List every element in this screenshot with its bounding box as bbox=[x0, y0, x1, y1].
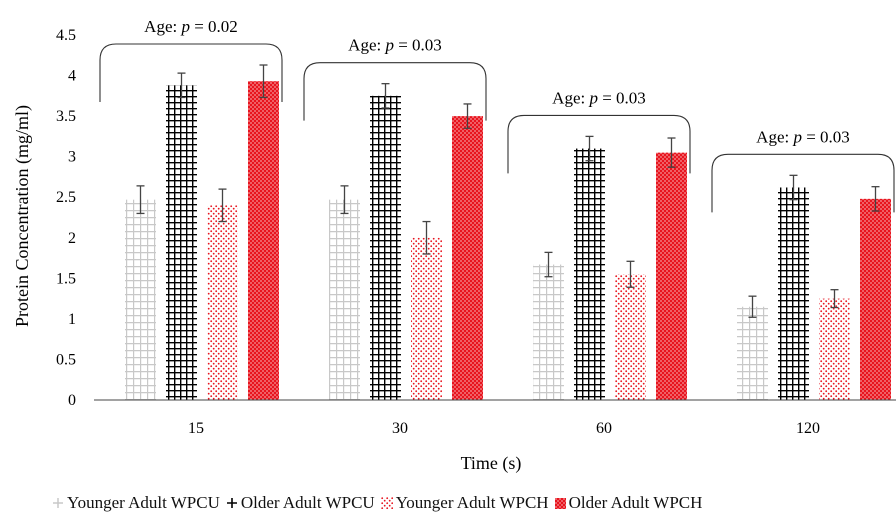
error-bar bbox=[177, 72, 186, 99]
bar-30-series-2 bbox=[411, 237, 442, 400]
legend-item: Older Adult WPCH bbox=[554, 493, 703, 513]
error-bar bbox=[544, 251, 553, 278]
x-axis-ticks: 15 30 60 120 bbox=[188, 420, 820, 437]
bar-120-series-1 bbox=[778, 187, 809, 400]
bar-60-series-0 bbox=[533, 264, 564, 400]
legend-item: Older Adult WPCU bbox=[226, 493, 375, 513]
error-bars bbox=[136, 64, 880, 318]
legend-label: Younger Adult WPCU bbox=[67, 493, 220, 512]
bar-120-series-3 bbox=[860, 198, 891, 400]
error-bar bbox=[830, 289, 839, 309]
significance-bracket bbox=[711, 153, 895, 213]
y-tick-label: 4.5 bbox=[56, 27, 76, 44]
bar-30-series-1 bbox=[370, 95, 401, 400]
x-axis-title: Time (s) bbox=[461, 453, 522, 474]
bar-60-series-2 bbox=[615, 274, 646, 400]
significance-bracket bbox=[303, 62, 487, 121]
bar-15-series-0 bbox=[125, 199, 156, 400]
bar-chart: Protein Concentration (mg/ml) 0 0.5 1 1.5 2 2… bbox=[12, 17, 896, 474]
y-tick-label: 3.5 bbox=[56, 108, 76, 125]
x-tick-label: 120 bbox=[796, 420, 820, 437]
error-bar bbox=[463, 103, 472, 129]
legend-swatch-older-wpcu bbox=[226, 498, 237, 508]
bar-15-series-3 bbox=[248, 81, 279, 400]
error-bar bbox=[381, 83, 390, 109]
y-tick-label: 0.5 bbox=[56, 351, 76, 368]
y-tick-label: 0 bbox=[68, 392, 76, 409]
x-tick-label: 15 bbox=[188, 420, 204, 437]
legend-label: Younger Adult WPCH bbox=[395, 493, 549, 512]
significance-label: Age: p = 0.02 bbox=[144, 17, 238, 36]
legend-swatch-younger-wpcu bbox=[53, 498, 63, 508]
significance-bracket bbox=[99, 43, 283, 103]
error-bar bbox=[218, 188, 227, 223]
bar-120-series-0 bbox=[737, 306, 768, 400]
legend: Younger Adult WPCU Older Adult WPCU Youn… bbox=[0, 492, 896, 514]
error-bar bbox=[136, 185, 145, 215]
y-tick-label: 4 bbox=[68, 68, 76, 85]
error-bar bbox=[259, 64, 268, 99]
y-tick-label: 2 bbox=[68, 230, 76, 247]
bar-60-series-3 bbox=[656, 152, 687, 400]
significance-label: Age: p = 0.03 bbox=[348, 36, 442, 55]
bar-30-series-3 bbox=[452, 116, 483, 400]
bar-15-series-1 bbox=[166, 85, 197, 401]
legend-label: Older Adult WPCU bbox=[240, 493, 375, 512]
significance-label: Age: p = 0.03 bbox=[756, 127, 850, 146]
bar-60-series-1 bbox=[574, 148, 605, 400]
y-axis-ticks: 0 0.5 1 1.5 2 2.5 3 3.5 4 4.5 bbox=[56, 27, 76, 409]
x-tick-label: 30 bbox=[392, 420, 408, 437]
error-bar bbox=[667, 137, 676, 168]
legend-label: Older Adult WPCH bbox=[568, 493, 703, 512]
legend-item: Younger Adult WPCH bbox=[380, 493, 549, 513]
legend-swatch-older-wpch bbox=[554, 497, 566, 509]
bar-120-series-2 bbox=[819, 298, 850, 400]
significance-label: Age: p = 0.03 bbox=[552, 88, 646, 107]
y-tick-label: 1 bbox=[68, 311, 76, 328]
x-tick-label: 60 bbox=[596, 420, 612, 437]
y-tick-label: 1.5 bbox=[56, 270, 76, 287]
significance-bracket bbox=[507, 114, 691, 174]
y-axis-title: Protein Concentration (mg/ml) bbox=[12, 105, 33, 327]
y-tick-label: 3 bbox=[68, 149, 76, 166]
bar-30-series-0 bbox=[329, 199, 360, 400]
error-bar bbox=[789, 174, 798, 201]
error-bar bbox=[422, 220, 431, 255]
legend-item: Younger Adult WPCU bbox=[52, 493, 220, 513]
significance-brackets: Age: p = 0.02 Age: p = 0.03 Age: p = 0.03 A… bbox=[99, 17, 895, 213]
y-tick-label: 2.5 bbox=[56, 189, 76, 206]
error-bar bbox=[871, 186, 880, 212]
error-bar bbox=[626, 260, 635, 288]
bar-series bbox=[125, 81, 891, 401]
error-bar bbox=[340, 185, 349, 215]
error-bar bbox=[748, 295, 757, 318]
error-bar bbox=[585, 135, 594, 162]
bar-15-series-2 bbox=[207, 205, 238, 400]
legend-swatch-younger-wpch bbox=[380, 497, 393, 509]
